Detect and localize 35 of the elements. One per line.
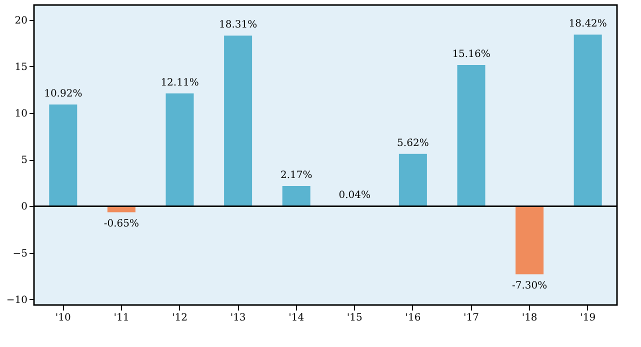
data-label: 12.11% — [160, 77, 199, 88]
y-tick-label: 10 — [14, 108, 28, 120]
x-tick-label: '11 — [114, 312, 130, 324]
y-tick-label: 5 — [21, 155, 28, 166]
bar — [166, 93, 194, 206]
data-label: 5.62% — [397, 138, 429, 149]
bar — [398, 154, 427, 206]
x-tick-label: '19 — [580, 312, 596, 324]
data-label: 10.92% — [44, 88, 82, 100]
x-tick-label: '15 — [346, 312, 362, 324]
data-label: 0.04% — [338, 190, 371, 201]
data-label: 18.31% — [218, 20, 258, 31]
data-label: 15.16% — [452, 49, 490, 60]
bar — [224, 36, 252, 206]
bar — [49, 104, 78, 206]
x-tick-label: '12 — [172, 312, 188, 324]
x-tick-label: '16 — [405, 312, 421, 324]
x-tick-label: '13 — [230, 312, 246, 324]
y-tick-label: −5 — [12, 248, 28, 260]
data-label: -0.65% — [104, 218, 140, 230]
x-tick-label: '14 — [288, 312, 304, 324]
bar — [457, 65, 486, 206]
data-label: -7.30% — [512, 280, 548, 292]
y-tick-label: −10 — [6, 294, 28, 306]
data-label: 18.42% — [568, 18, 607, 30]
y-tick-label: 20 — [14, 15, 28, 26]
data-label: 2.17% — [280, 170, 312, 182]
bar — [282, 186, 310, 206]
y-tick-label: 0 — [21, 202, 28, 213]
bar — [516, 206, 544, 274]
y-tick-label: 15 — [14, 62, 28, 73]
x-tick-label: '18 — [522, 312, 538, 324]
x-tick-label: '10 — [55, 312, 71, 324]
bar — [574, 34, 602, 206]
x-tick-label: '17 — [464, 312, 479, 324]
